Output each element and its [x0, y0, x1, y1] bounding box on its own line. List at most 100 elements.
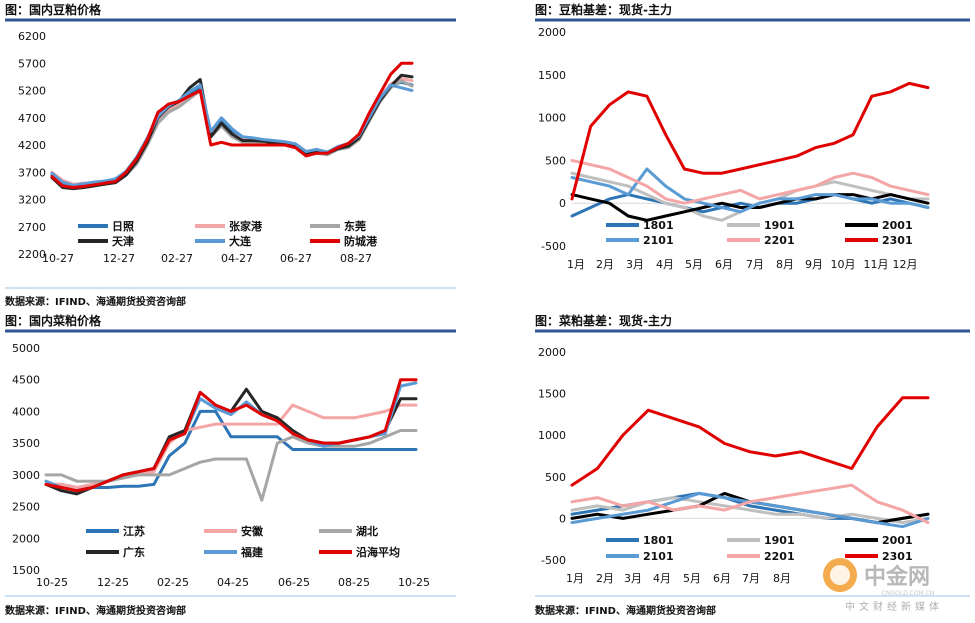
legend-label: 广东	[123, 545, 145, 559]
y-tick-label: 4700	[18, 112, 46, 125]
y-tick-label: 0	[559, 512, 566, 525]
y-tick-label: 3000	[12, 469, 40, 482]
legend-label: 2001	[882, 219, 913, 232]
panel-title: 图：国内菜粕价格	[5, 313, 102, 328]
x-tick-label: 2月	[596, 258, 614, 271]
y-tick-label: 500	[545, 471, 566, 484]
x-tick-label: 04-27	[221, 252, 253, 265]
legend-label: 2301	[882, 550, 913, 563]
y-tick-label: 2700	[18, 221, 46, 234]
x-tick-label: 10月	[831, 258, 856, 271]
x-tick-label: 8月	[773, 572, 791, 585]
y-tick-label: 4200	[18, 139, 46, 152]
series-line-防城港	[50, 61, 414, 189]
x-tick-label: 12月	[893, 258, 918, 271]
x-tick-label: 1月	[567, 258, 585, 271]
series-line-沿海平均	[44, 378, 418, 493]
legend-label: 江苏	[123, 524, 145, 538]
y-tick-label: 2000	[538, 346, 566, 359]
series-line-江苏	[44, 409, 418, 489]
y-tick-label: 2200	[18, 248, 46, 261]
y-tick-label: 1000	[538, 429, 566, 442]
data-source: 数据来源：IFIND、海通期货投资咨询部	[5, 295, 186, 308]
watermark-url: CNGOLD.COM.CN	[882, 590, 935, 597]
x-tick-label: 11月	[864, 258, 889, 271]
y-tick-label: 1500	[12, 564, 40, 577]
panel-title: 图：国内豆粕价格	[5, 2, 102, 17]
legend-label: 1901	[764, 219, 795, 232]
x-tick-label: 04-25	[217, 576, 249, 589]
p1-panel: 图：国内豆粕价格 2200 2700 3200 3700 4200 4700 5200 5700…	[5, 2, 456, 289]
watermark: 中金网 CNGOLD.COM.CN 中文财经新媒体	[823, 558, 943, 613]
data-source: 数据来源：IFIND、海通期货投资咨询部	[5, 604, 186, 617]
legend-label: 2001	[882, 534, 913, 547]
x-tick-label: 02-25	[157, 576, 189, 589]
p4-panel: 图：菜粕基差：现货-主力 -500 0 500 1000 1500 2000 1月 2月 3月 4月…	[535, 313, 970, 597]
x-tick-label: 1月	[566, 572, 584, 585]
legend-label: 天津	[112, 234, 134, 248]
x-tick-label: 12-27	[103, 252, 135, 265]
legend-label: 安徽	[241, 524, 264, 538]
data-source: 数据来源：IFIND、海通期货投资咨询部	[535, 604, 716, 617]
y-tick-label: 3500	[12, 437, 40, 450]
p3-panel: 图：国内菜粕价格 1500 2000 2500 3000 3500 4000 4500 5000…	[5, 313, 456, 597]
y-tick-label: 5700	[18, 57, 46, 70]
series-line-1901	[570, 496, 930, 525]
x-tick-label: 8月	[776, 258, 794, 271]
legend-label: 大连	[229, 234, 252, 248]
y-tick-label: 2000	[12, 532, 40, 545]
y-tick-label: -500	[541, 240, 566, 253]
y-tick-label: 2000	[538, 26, 566, 39]
p2-panel: 图：豆粕基差：现货-主力 -500 0 500 1000 1500 2000 1月 2月 3月 4月…	[535, 2, 970, 271]
y-tick-label: 0	[559, 197, 566, 210]
x-tick-label: 7月	[742, 572, 760, 585]
x-tick-label: 6月	[715, 258, 733, 271]
x-tick-label: 10-27	[42, 252, 74, 265]
series-line-2301	[570, 396, 930, 487]
x-tick-label: 9月	[805, 258, 823, 271]
y-tick-label: 3700	[18, 166, 46, 179]
legend-label: 2101	[643, 550, 674, 563]
x-tick-label: 10-25	[36, 576, 68, 589]
y-tick-label: -500	[541, 554, 566, 567]
x-tick-label: 4月	[656, 258, 674, 271]
series-line-广东	[44, 387, 418, 496]
y-tick-label: 6200	[18, 30, 46, 43]
x-tick-label: 7月	[746, 258, 764, 271]
panel-title: 图：豆粕基差：现货-主力	[535, 2, 672, 17]
legend-label: 1801	[643, 219, 674, 232]
series-line-2301	[570, 81, 930, 201]
series-line-2201	[570, 483, 930, 525]
y-tick-label: 4500	[12, 374, 40, 387]
x-tick-label: 6月	[713, 572, 731, 585]
panel-title: 图：菜粕基差：现货-主力	[535, 313, 672, 328]
legend-label: 防城港	[344, 234, 378, 248]
watermark-slogan: 中文财经新媒体	[845, 600, 943, 613]
x-tick-label: 3月	[626, 258, 644, 271]
legend-label: 东莞	[344, 219, 366, 233]
legend-label: 2201	[764, 550, 795, 563]
x-tick-label: 06-27	[280, 252, 312, 265]
y-tick-label: 1500	[538, 388, 566, 401]
legend-label: 1901	[764, 534, 795, 547]
watermark-name: 中金网	[864, 564, 930, 590]
y-tick-label: 4000	[12, 405, 40, 418]
legend-label: 张家港	[229, 219, 263, 233]
series-line-2101	[570, 167, 930, 214]
x-tick-label: 5月	[685, 258, 703, 271]
y-tick-label: 5200	[18, 85, 46, 98]
legend-label: 2101	[643, 234, 674, 247]
legend-label: 1801	[643, 534, 674, 547]
x-tick-label: 02-27	[161, 252, 193, 265]
y-tick-label: 2500	[12, 501, 40, 514]
y-tick-label: 5000	[12, 342, 40, 355]
x-tick-label: 3月	[624, 572, 642, 585]
legend-label: 湖北	[356, 524, 378, 538]
x-tick-label: 5月	[683, 572, 701, 585]
legend-label: 福建	[240, 545, 264, 559]
series-line-湖北	[44, 429, 418, 502]
y-tick-label: 1500	[538, 69, 566, 82]
legend-label: 沿海平均	[356, 545, 400, 559]
x-tick-label: 2月	[596, 572, 614, 585]
